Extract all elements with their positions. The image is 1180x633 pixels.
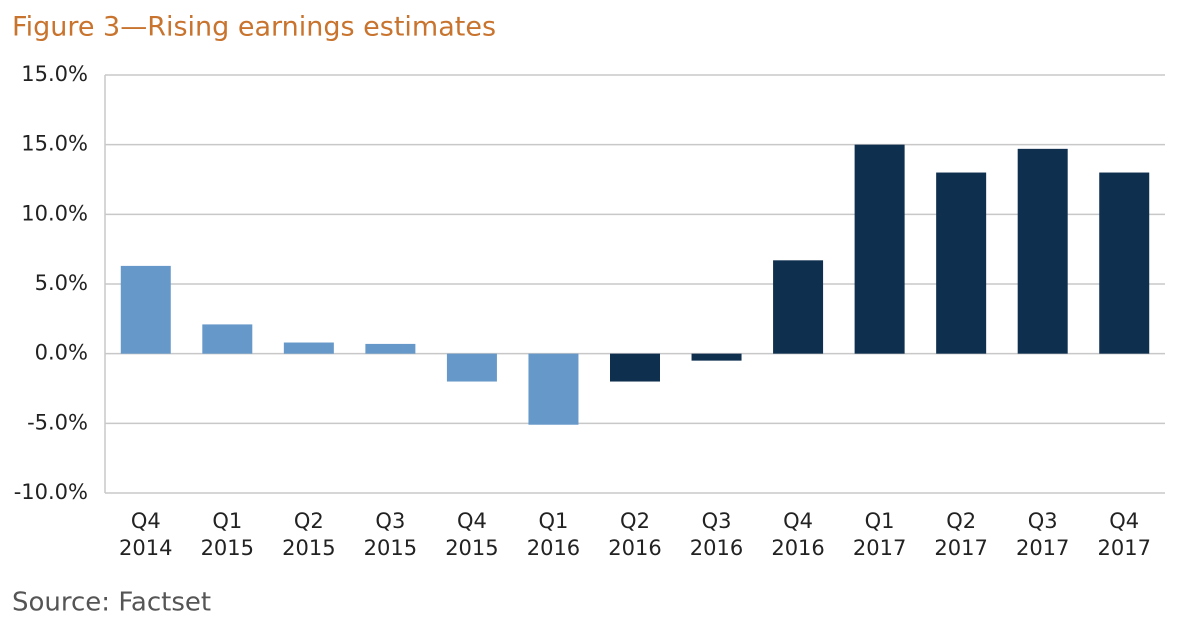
y-tick-label: -10.0% [14,480,88,504]
chart-title: Figure 3—Rising earnings estimates [12,12,496,43]
bar [365,343,416,354]
source-note: Source: Factset [12,588,211,618]
bar [446,353,497,382]
bar [936,172,987,354]
x-tick-label: Q4 2014 [119,509,173,560]
x-tick-label: Q2 2017 [934,509,988,560]
bar [1099,172,1150,354]
x-tick-label: Q1 2016 [526,509,581,560]
bar [610,353,660,382]
bar [202,324,253,354]
y-tick-label: 10.0% [21,201,88,225]
bar [691,353,742,361]
y-tick-label: 15.0% [21,132,88,156]
x-tick-label: Q2 2015 [282,509,336,560]
x-tick-label: Q1 2015 [200,509,255,560]
x-tick-label: Q3 2016 [689,509,744,560]
x-tick-label: Q3 2015 [363,509,418,560]
y-tick-label: 15.0% [21,62,88,86]
x-tick-label: Q4 2015 [445,509,499,560]
y-tick-label: -5.0% [27,410,88,434]
y-tick-label: 5.0% [35,271,88,295]
x-tick-label: Q4 2017 [1097,509,1151,560]
x-tick-label: Q1 2017 [852,509,907,560]
bar [854,144,905,354]
bar [1017,148,1068,354]
bar [120,265,171,354]
y-tick-label: 0.0% [35,341,88,365]
bar [773,260,824,354]
bar [283,342,334,354]
bar [528,353,579,425]
x-tick-label: Q2 2016 [608,509,662,560]
x-tick-label: Q4 2016 [771,509,825,560]
x-tick-label: Q3 2017 [1015,509,1070,560]
